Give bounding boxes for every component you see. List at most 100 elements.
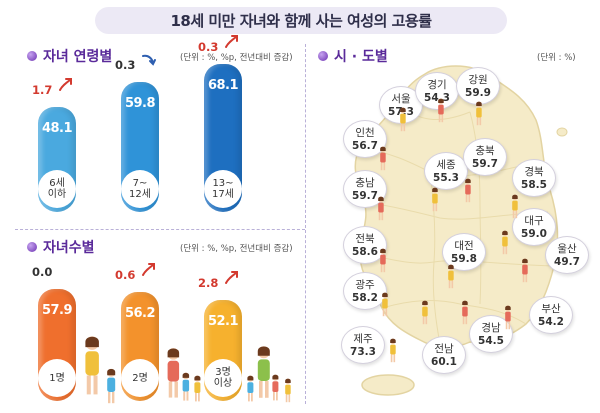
region-woman-figure-icon bbox=[432, 187, 438, 212]
region-bubble-body: 광주 58.2 bbox=[343, 272, 387, 310]
age-chart-change-label: 1.7 bbox=[32, 83, 53, 97]
region-value: 60.1 bbox=[431, 356, 457, 368]
region-woman-figure-icon bbox=[422, 300, 428, 325]
section-divider bbox=[305, 44, 306, 404]
region-name: 경남 bbox=[481, 322, 501, 334]
count-chart-value-label: 56.2 bbox=[124, 306, 156, 321]
region-bubble: 세종 55.3 bbox=[420, 152, 472, 190]
region-bubble-body: 인천 56.7 bbox=[343, 120, 387, 158]
age-section-heading: 자녀 연령별 bbox=[43, 49, 113, 65]
count-chart-value-label: 57.9 bbox=[41, 303, 73, 318]
region-bubble-body: 대전 59.8 bbox=[442, 233, 486, 271]
region-woman-figure-icon bbox=[522, 258, 528, 283]
region-section-unit: (단위 : %) bbox=[537, 53, 576, 63]
child-figure-icon bbox=[107, 368, 116, 404]
region-bubble: 광주 58.2 bbox=[339, 272, 391, 310]
region-bubble: 대전 59.8 bbox=[438, 233, 490, 271]
region-bubble: 제주 73.3 bbox=[337, 326, 389, 364]
region-name: 울산 bbox=[557, 243, 577, 255]
region-bubble-body: 제주 73.3 bbox=[341, 326, 385, 364]
bullet-icon bbox=[27, 242, 37, 252]
count-chart-category-label: 3명 이상 bbox=[204, 359, 242, 397]
region-name: 강원 bbox=[468, 74, 488, 86]
region-bubble: 충북 59.7 bbox=[459, 138, 511, 176]
age-chart-change-label: 0.3 bbox=[115, 58, 136, 72]
trend-up-arrow-icon bbox=[142, 263, 155, 276]
region-value: 59.0 bbox=[521, 228, 547, 240]
region-woman-figure-icon bbox=[476, 101, 482, 126]
region-name: 충북 bbox=[475, 145, 495, 157]
region-bubble: 전남 60.1 bbox=[418, 336, 470, 374]
region-bubble: 울산 49.7 bbox=[541, 236, 593, 274]
region-value: 58.5 bbox=[521, 179, 547, 191]
region-name: 부산 bbox=[541, 303, 561, 315]
region-woman-figure-icon bbox=[380, 248, 386, 273]
count-chart-value-label: 52.1 bbox=[207, 314, 239, 329]
trend-up-arrow-icon bbox=[225, 35, 238, 48]
region-name: 서울 bbox=[391, 93, 411, 105]
region-section-heading: 시 · 도별 bbox=[334, 49, 388, 65]
region-value: 54.2 bbox=[538, 316, 564, 328]
region-name: 세종 bbox=[436, 159, 456, 171]
region-woman-figure-icon bbox=[465, 178, 471, 203]
region-value: 59.9 bbox=[465, 87, 491, 99]
region-woman-figure-icon bbox=[382, 292, 388, 317]
region-woman-figure-icon bbox=[380, 146, 386, 171]
age-section-unit: (단위 : %, %p, 전년대비 증감) bbox=[180, 53, 293, 63]
region-value: 59.8 bbox=[451, 253, 477, 265]
region-bubble-body: 경남 54.5 bbox=[469, 315, 513, 353]
age-chart-value-label: 59.8 bbox=[124, 96, 156, 111]
bullet-icon bbox=[27, 51, 37, 61]
region-value: 49.7 bbox=[554, 256, 580, 268]
region-bubble: 부산 54.2 bbox=[525, 296, 577, 334]
region-name: 대전 bbox=[454, 240, 474, 252]
count-chart-category-label: 1명 bbox=[38, 359, 76, 397]
region-section-header: 시 · 도별 bbox=[318, 46, 388, 66]
region-value: 58.6 bbox=[352, 246, 378, 258]
child-figure-icon bbox=[182, 372, 190, 401]
age-chart-category-label: 13~ 17세 bbox=[204, 170, 242, 208]
age-chart-value-label: 48.1 bbox=[41, 121, 73, 136]
trend-down-arrow-icon bbox=[142, 54, 156, 66]
region-value: 58.2 bbox=[352, 292, 378, 304]
page-title: 18세 미만 자녀와 함께 사는 여성의 고용률 bbox=[95, 7, 507, 34]
region-value: 54.5 bbox=[478, 335, 504, 347]
trend-up-arrow-icon bbox=[225, 271, 238, 284]
region-name: 경기 bbox=[427, 79, 447, 91]
region-woman-figure-icon bbox=[448, 264, 454, 289]
mother-figure-icon bbox=[85, 336, 99, 395]
region-name: 광주 bbox=[355, 279, 375, 291]
bullet-icon bbox=[318, 51, 328, 61]
region-name: 경북 bbox=[524, 166, 544, 178]
jeju-island-shape bbox=[361, 374, 415, 396]
region-bubble: 인천 56.7 bbox=[339, 120, 391, 158]
region-bubble-body: 전북 58.6 bbox=[343, 226, 387, 264]
age-chart-change-label: 0.3 bbox=[198, 40, 219, 54]
age-chart-value-label: 68.1 bbox=[207, 78, 239, 93]
region-bubble-body: 경북 58.5 bbox=[512, 159, 556, 197]
age-section-header: 자녀 연령별 bbox=[27, 46, 112, 66]
region-bubble: 대구 59.0 bbox=[508, 208, 560, 246]
age-chart-category-label: 6세 이하 bbox=[38, 170, 76, 208]
region-woman-figure-icon bbox=[512, 194, 518, 219]
count-section-heading: 자녀수별 bbox=[43, 240, 95, 256]
region-bubble-body: 충북 59.7 bbox=[463, 138, 507, 176]
region-woman-figure-icon bbox=[378, 196, 384, 221]
count-section-header: 자녀수별 bbox=[27, 237, 95, 257]
region-name: 인천 bbox=[355, 127, 375, 139]
region-woman-figure-icon bbox=[400, 107, 406, 132]
region-bubble-body: 대구 59.0 bbox=[512, 208, 556, 246]
region-woman-figure-icon bbox=[390, 338, 396, 363]
region-bubble-body: 전남 60.1 bbox=[422, 336, 466, 374]
region-value: 59.7 bbox=[472, 158, 498, 170]
region-bubble: 강원 59.9 bbox=[452, 67, 504, 105]
count-chart-category-label: 2명 bbox=[121, 359, 159, 397]
region-bubble-body: 부산 54.2 bbox=[529, 296, 573, 334]
region-value: 59.7 bbox=[352, 190, 378, 202]
child-figure-icon bbox=[247, 375, 254, 402]
mother-figure-icon bbox=[257, 346, 270, 398]
region-bubble-body: 세종 55.3 bbox=[424, 152, 468, 190]
region-name: 충남 bbox=[355, 177, 375, 189]
count-chart-change-label: 2.8 bbox=[198, 276, 219, 290]
region-woman-figure-icon bbox=[505, 305, 511, 330]
